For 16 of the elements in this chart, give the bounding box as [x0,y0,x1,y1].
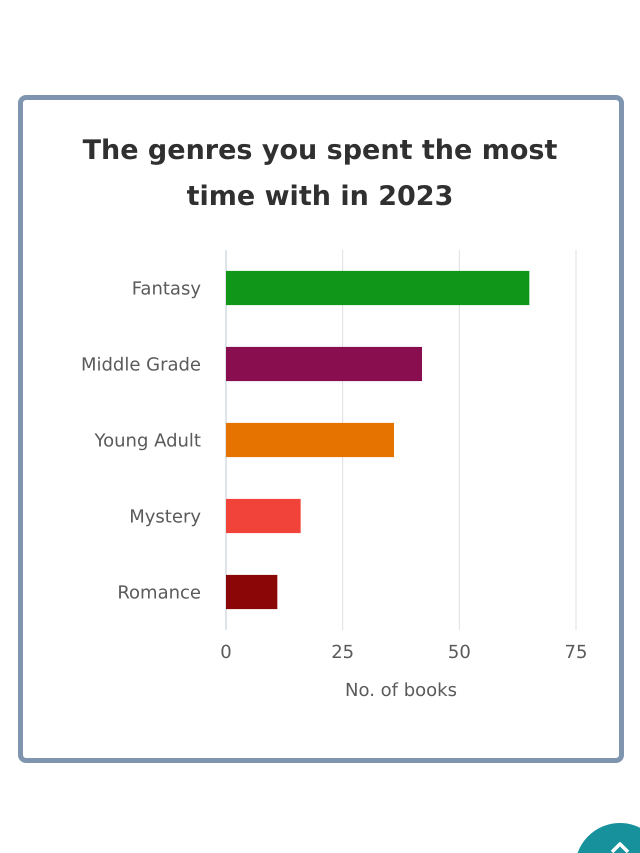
chart-title: The genres you spent the most time with in 2023 [82,134,558,214]
y-tick-label: Romance [117,582,201,604]
x-axis-title: No. of books [345,680,457,701]
bar [226,498,301,534]
x-tick-label: 0 [220,642,232,663]
bar [226,422,394,458]
x-tick-label: 75 [564,642,588,663]
y-tick-label: Young Adult [94,430,201,452]
y-tick-label: Fantasy [132,278,202,300]
x-tick-label: 50 [448,642,471,663]
bar [226,346,422,382]
bar [226,270,530,306]
x-tick-label: 25 [331,642,354,663]
bar [226,574,278,610]
y-tick-label: Middle Grade [80,354,201,376]
y-tick-label: Mystery [129,506,202,528]
